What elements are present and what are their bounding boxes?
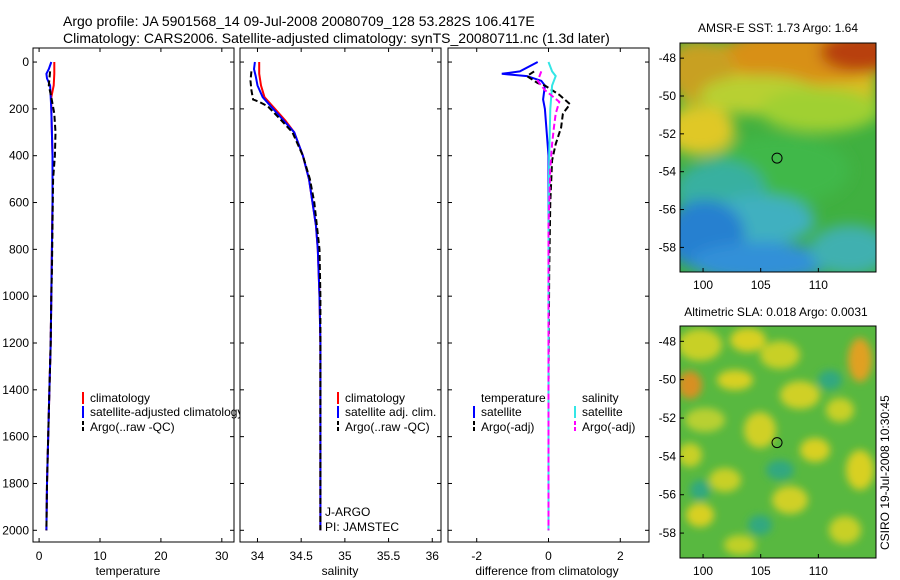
xtick-label: 0 (545, 549, 552, 563)
difference-legend: temperature satellite Argo(-adj) salinit… (473, 391, 635, 434)
ytick-label: 1400 (2, 383, 29, 397)
salinity-panel: 34 34.5 35 35.5 36 salinity climatology sate… (239, 47, 442, 578)
sst-field (680, 43, 876, 272)
map-xtick-label: 100 (693, 564, 713, 578)
sla-field (680, 328, 874, 555)
legend-label-climatology: climatology (345, 391, 405, 405)
salinity-legend: climatology satellite adj. clim. Argo(..… (337, 391, 436, 434)
figure-title-line1: Argo profile: JA 5901568_14 09-Jul-2008 … (63, 13, 535, 29)
figure-title-line2: Climatology: CARS2006. Satellite-adjuste… (63, 30, 610, 46)
map-ytick-label: -54 (659, 449, 677, 463)
map-xtick-label: 105 (751, 278, 771, 292)
legend-label-temp-satellite: satellite (481, 405, 522, 419)
float-position-marker (771, 152, 783, 164)
difference-xticks: -2 0 2 (471, 48, 624, 563)
salinity-axes-box (239, 47, 442, 543)
salinity-yticks (240, 61, 441, 531)
sla-float-marker (771, 437, 783, 449)
salinity-series (249, 61, 322, 531)
map-ytick-label: -54 (659, 165, 677, 179)
sla-map-xticks: 100 105 110 (693, 554, 828, 578)
xtick-label: 30 (215, 549, 229, 563)
map-ytick-label: -58 (659, 526, 677, 540)
ytick-label: 800 (9, 242, 29, 256)
xtick-label: 0 (36, 549, 43, 563)
ytick-label: 2000 (2, 523, 29, 537)
sst-map-title: AMSR-E SST: 1.73 Argo: 1.64 (698, 21, 858, 35)
xtick-label: 10 (93, 549, 107, 563)
ytick-label: 1200 (2, 336, 29, 350)
difference-series (501, 61, 572, 531)
xtick-label: 36 (426, 549, 440, 563)
temperature-series (45, 61, 57, 531)
difference-xlabel: difference from climatology (475, 564, 618, 578)
temperature-panel: 0 200 400 600 800 1000 1200 1400 1600 1800 2000 0 1… (2, 47, 243, 578)
salinity-xlabel: salinity (322, 564, 359, 578)
map-ytick-label: -56 (659, 488, 677, 502)
legend-label-sal-satellite: satellite (582, 405, 623, 419)
sst-map-frame (679, 42, 877, 273)
float-position-marker (771, 437, 783, 449)
csiro-timestamp-label: CSIRO 19-Jul-2008 10:30:45 (878, 395, 892, 550)
map-ytick-label: -56 (659, 203, 677, 217)
legend-label-temp-argo: Argo(-adj) (481, 420, 534, 434)
xtick-label: 2 (617, 549, 624, 563)
legend-label-satellite-adj: satellite adj. clim. (345, 405, 436, 419)
pi-note-line1: J-ARGO (325, 505, 370, 519)
temperature-xlabel: temperature (96, 564, 161, 578)
legend-label-argo: Argo(..raw -QC) (345, 420, 430, 434)
legend-title-temperature: temperature (481, 391, 546, 405)
map-ytick-label: -52 (659, 127, 677, 141)
sla-map-panel: Altimetric SLA: 0.018 Argo: 0.0031 (659, 305, 877, 578)
xtick-label: 20 (154, 549, 168, 563)
legend-label-argo: Argo(..raw -QC) (90, 420, 175, 434)
xtick-label: -2 (471, 549, 482, 563)
map-ytick-label: -50 (659, 89, 677, 103)
map-ytick-label: -48 (659, 334, 677, 348)
map-ytick-label: -52 (659, 411, 677, 425)
series-line-argo-raw-qc- (249, 71, 322, 531)
map-xtick-label: 110 (809, 278, 828, 292)
map-xtick-label: 105 (751, 564, 771, 578)
ytick-label: 1600 (2, 430, 29, 444)
legend-label-sal-argo: Argo(-adj) (582, 420, 635, 434)
salinity-xticks: 34 34.5 35 35.5 36 (251, 48, 439, 563)
ytick-label: 0 (22, 55, 29, 69)
map-xtick-label: 100 (693, 278, 713, 292)
legend-label-satellite-adjusted: satellite-adjusted climatology (90, 405, 243, 419)
xtick-label: 35 (338, 549, 352, 563)
temperature-axes-box (32, 47, 235, 543)
map-ytick-label: -58 (659, 240, 677, 254)
ytick-label: 600 (9, 196, 29, 210)
ytick-label: 1000 (2, 289, 29, 303)
sst-map-panel: AMSR-E SST: 1.73 Argo: 1.64 100 105 110 -4… (659, 21, 877, 292)
sla-map-yticks: -48 -50 -52 -54 -56 -58 (659, 334, 684, 540)
sst-float-marker (771, 152, 783, 164)
ytick-label: 1800 (2, 476, 29, 490)
sla-map-title: Altimetric SLA: 0.018 Argo: 0.0031 (684, 305, 868, 319)
map-ytick-label: -48 (659, 51, 677, 65)
ytick-label: 400 (9, 149, 29, 163)
series-line-salinity-argo-adj- (536, 71, 561, 531)
xtick-label: 34.5 (289, 549, 313, 563)
legend-label-climatology: climatology (90, 391, 150, 405)
xtick-label: 35.5 (377, 549, 401, 563)
sla-map-frame (679, 325, 877, 559)
difference-yticks (448, 61, 649, 531)
difference-panel: -2 0 2 difference from climatology tempera… (447, 47, 650, 578)
temperature-yticks: 0 200 400 600 800 1000 1200 1400 1600 1800 2000 (2, 55, 234, 537)
series-line-argo-raw-qc- (45, 71, 57, 531)
pi-note-line2: PI: JAMSTEC (325, 520, 399, 534)
legend-title-salinity: salinity (582, 391, 619, 405)
ytick-label: 200 (9, 102, 29, 116)
map-xtick-label: 110 (809, 564, 828, 578)
temperature-xticks: 0 10 20 30 (36, 48, 229, 563)
sst-map-yticks: -48 -50 -52 -54 -56 -58 (659, 51, 684, 254)
map-ytick-label: -50 (659, 373, 677, 387)
temperature-legend: climatology satellite-adjusted climatolo… (82, 391, 243, 434)
sst-map-xticks: 100 105 110 (693, 268, 828, 292)
xtick-label: 34 (251, 549, 265, 563)
